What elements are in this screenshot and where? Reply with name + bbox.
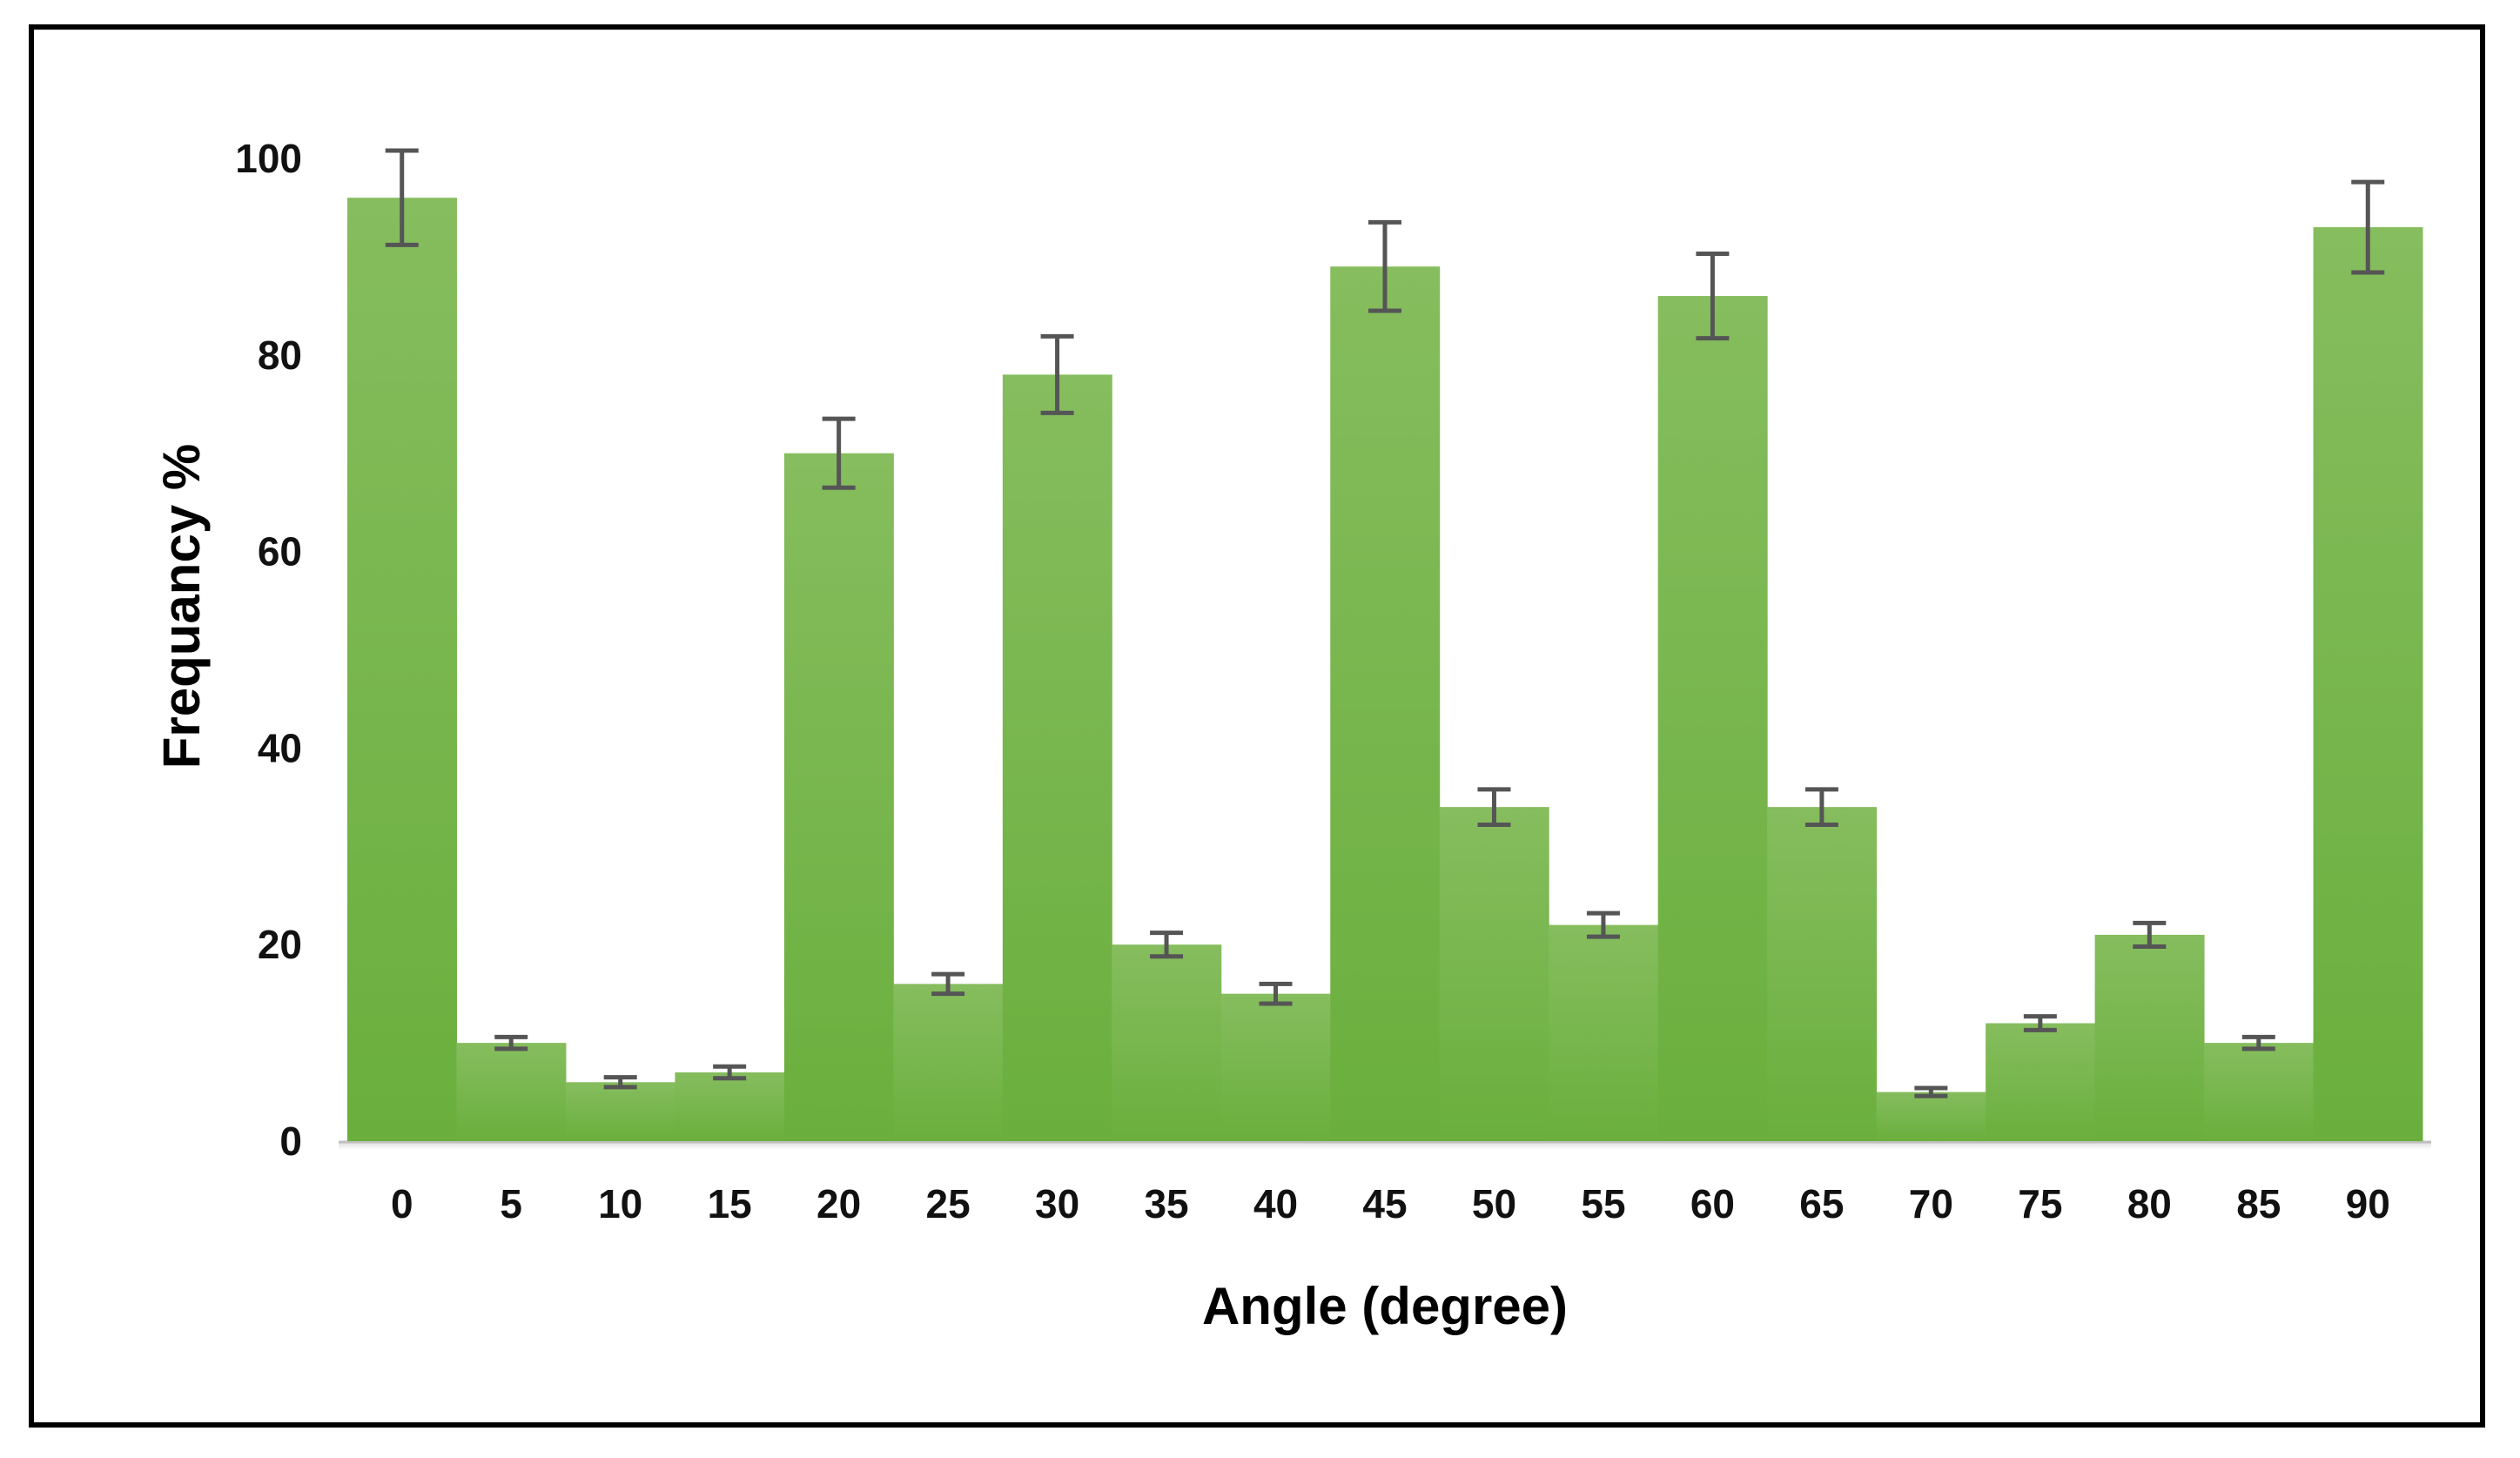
x-tick-label: 60 [1690, 1181, 1735, 1226]
x-tick-label: 90 [2346, 1181, 2390, 1226]
bar-70 [1876, 1092, 1986, 1141]
error-bar-90 [2351, 179, 2385, 275]
bar-55 [1549, 924, 1659, 1141]
chart-frame: 0 20 40 60 80 100 0 5 10 15 20 25 30 35 40 45 50 55 60 65 7… [29, 24, 2485, 1428]
bar-20 [783, 453, 894, 1141]
x-tick-label: 65 [1799, 1181, 1844, 1226]
x-tick-label: 5 [500, 1181, 522, 1226]
bar-5 [456, 1043, 567, 1141]
error-bar-10 [603, 1075, 637, 1090]
y-tick-label: 40 [258, 725, 302, 770]
error-bar-40 [1259, 981, 1293, 1006]
bar-60 [1657, 296, 1768, 1141]
bar-80 [2094, 934, 2205, 1141]
bar-75 [1986, 1023, 2096, 1141]
error-bar-65 [1804, 787, 1838, 827]
error-bar-45 [1368, 219, 1401, 313]
y-tick-label: 60 [258, 529, 302, 574]
x-tick-label: 75 [2018, 1181, 2062, 1226]
x-tick-label: 45 [1362, 1181, 1407, 1226]
bar-30 [1002, 374, 1112, 1141]
error-bar-15 [713, 1064, 747, 1081]
x-axis-title: Angle (degree) [1202, 1277, 1568, 1335]
x-tick-label: 85 [2236, 1181, 2281, 1226]
error-bar-60 [1696, 252, 1730, 341]
x-tick-label: 0 [391, 1181, 413, 1226]
bar-0 [347, 198, 457, 1141]
error-bar-35 [1150, 931, 1184, 959]
chart-floor [339, 1140, 2431, 1150]
bar-45 [1330, 266, 1441, 1141]
error-bar-70 [1914, 1085, 1948, 1099]
baseline [339, 1141, 2431, 1150]
bar-10 [565, 1082, 675, 1141]
error-bar-20 [822, 416, 856, 490]
x-tick-label: 25 [926, 1181, 971, 1226]
error-bar-80 [2133, 920, 2167, 949]
error-bars [385, 148, 2385, 1099]
bar-50 [1439, 807, 1549, 1141]
bar-chart: 0 20 40 60 80 100 0 5 10 15 20 25 30 35 40 45 50 55 60 65 7… [152, 136, 2431, 1335]
x-axis-ticks: 0 5 10 15 20 25 30 35 40 45 50 55 60 65 70 75 80 85 90 [391, 1181, 2390, 1226]
x-tick-label: 80 [2127, 1181, 2172, 1226]
y-tick-label: 100 [235, 136, 302, 181]
x-tick-label: 15 [708, 1181, 752, 1226]
bar-25 [893, 984, 1004, 1141]
bar-40 [1220, 993, 1331, 1141]
x-tick-label: 30 [1035, 1181, 1079, 1226]
bar-65 [1767, 807, 1878, 1141]
y-tick-label: 0 [279, 1119, 302, 1164]
y-axis-ticks: 0 20 40 60 80 100 [235, 136, 302, 1164]
error-bar-5 [494, 1034, 528, 1052]
y-axis-title: Frequancy % [152, 444, 211, 769]
bar-35 [1112, 944, 1222, 1141]
y-tick-label: 80 [258, 333, 302, 378]
error-bar-50 [1477, 787, 1511, 827]
error-bar-85 [2241, 1034, 2275, 1052]
x-tick-label: 35 [1144, 1181, 1188, 1226]
error-bar-0 [385, 148, 419, 247]
bar-15 [675, 1072, 785, 1141]
error-bar-55 [1586, 910, 1620, 939]
bar-series [347, 198, 2423, 1141]
x-tick-label: 55 [1581, 1181, 1625, 1226]
error-bar-25 [931, 971, 965, 997]
x-tick-label: 10 [598, 1181, 642, 1226]
x-tick-label: 40 [1253, 1181, 1298, 1226]
error-bar-30 [1040, 333, 1074, 415]
error-bar-75 [2023, 1014, 2057, 1032]
x-tick-label: 20 [816, 1181, 861, 1226]
bar-90 [2313, 227, 2423, 1141]
x-tick-label: 70 [1909, 1181, 1953, 1226]
y-tick-label: 20 [258, 922, 302, 967]
x-tick-label: 50 [1472, 1181, 1516, 1226]
bar-85 [2204, 1043, 2315, 1141]
